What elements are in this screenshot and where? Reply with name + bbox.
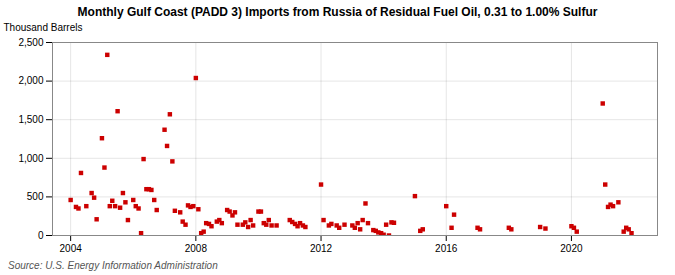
svg-text:2008: 2008 — [185, 243, 208, 254]
svg-text:2004: 2004 — [60, 243, 83, 254]
svg-text:2012: 2012 — [310, 243, 333, 254]
svg-text:0: 0 — [38, 230, 44, 241]
html-text:Monthly Gulf Coast (PADD 3) Im: Monthly Gulf Coast (PADD 3) Imports from… — [77, 5, 598, 19]
svg-text:500: 500 — [27, 191, 44, 202]
svg-text:2,500: 2,500 — [18, 37, 43, 48]
svg-text:2,000: 2,000 — [18, 75, 43, 86]
svg-text:2020: 2020 — [560, 243, 583, 254]
svg-text:Thousand Barrels: Thousand Barrels — [4, 22, 83, 33]
svg-text:2016: 2016 — [435, 243, 458, 254]
svg-text:1,000: 1,000 — [18, 153, 43, 164]
html-text:Source: U.S. Energy Informatio: Source: U.S. Energy Information Administ… — [8, 260, 218, 271]
svg-text:1,500: 1,500 — [18, 114, 43, 125]
